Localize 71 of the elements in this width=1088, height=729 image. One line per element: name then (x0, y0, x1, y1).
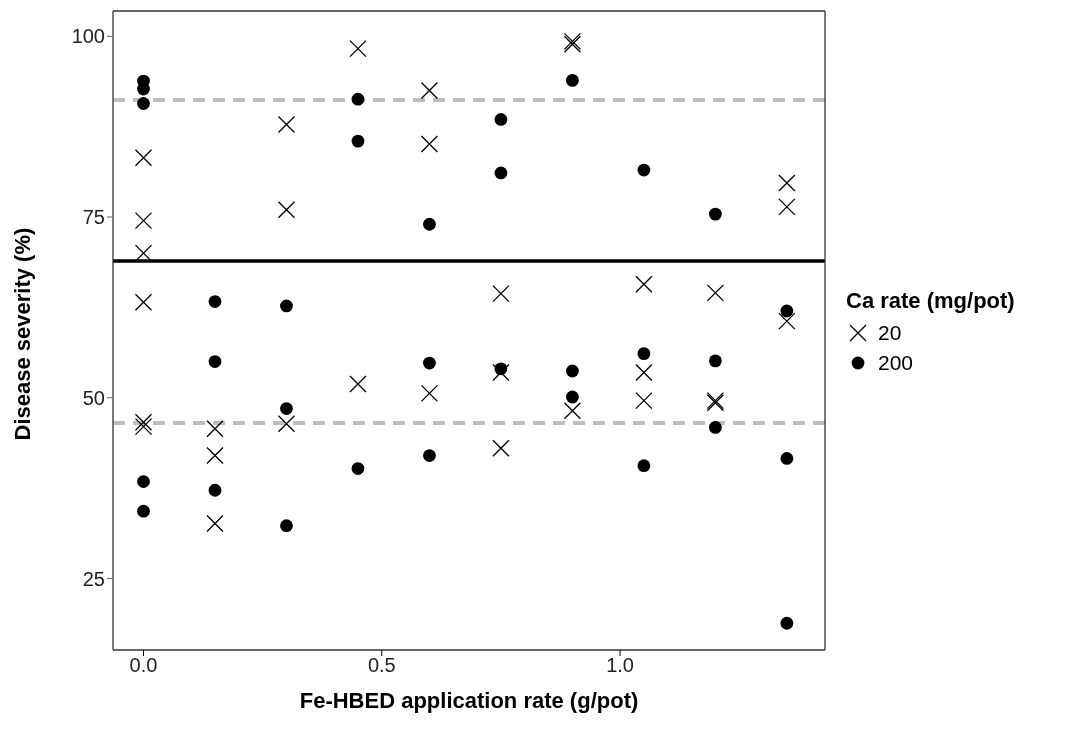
point (492, 284, 510, 303)
point (492, 439, 510, 457)
point (708, 420, 722, 434)
point (423, 217, 436, 231)
point (780, 616, 794, 630)
point (778, 198, 796, 216)
point (277, 201, 296, 219)
point (134, 211, 153, 230)
point (494, 166, 508, 180)
y-tick-label: 25 (82, 567, 105, 590)
point (423, 449, 436, 462)
point (780, 452, 794, 465)
point (637, 163, 651, 177)
legend-title: Ca rate (mg/pot) (846, 288, 1015, 314)
y-tick-label: 100 (71, 25, 105, 48)
point (492, 363, 510, 382)
point (137, 504, 150, 518)
point (494, 113, 508, 126)
point (351, 134, 365, 148)
point (423, 356, 436, 370)
point (778, 312, 796, 330)
point (351, 462, 365, 475)
point (208, 295, 222, 308)
point (351, 92, 365, 106)
x-tick-label: 0.0 (129, 654, 158, 677)
legend-label: 20 (878, 321, 902, 345)
point (206, 446, 224, 465)
x-axis-title: Fe-HBED application rate (g/pot) (299, 688, 639, 713)
x-tick-label: 1.0 (606, 654, 634, 677)
point (566, 390, 579, 404)
point (208, 483, 222, 497)
point (635, 363, 653, 382)
point (134, 413, 153, 431)
point (635, 391, 653, 410)
point (134, 293, 153, 311)
point (277, 415, 296, 433)
x-tick-label: 0.5 (367, 654, 396, 677)
point (420, 135, 439, 153)
point (563, 402, 582, 420)
point (134, 417, 153, 436)
point (208, 355, 222, 368)
y-axis-title: Disease severity (%) (9, 227, 35, 441)
point (637, 459, 651, 473)
point (134, 244, 153, 262)
point (780, 304, 794, 318)
point (349, 39, 367, 58)
point (420, 384, 439, 403)
point (420, 81, 439, 100)
point (706, 284, 725, 302)
y-tick-label: 75 (82, 206, 105, 229)
point (494, 362, 508, 376)
y-tick-label: 50 (82, 386, 105, 409)
point (566, 73, 579, 87)
point (134, 149, 153, 167)
point (708, 354, 722, 368)
point (280, 299, 293, 313)
legend-label: 200 (878, 351, 914, 375)
point (277, 115, 296, 134)
point (708, 207, 722, 221)
point (637, 347, 651, 361)
point (137, 97, 150, 110)
point (137, 82, 150, 96)
point (778, 174, 796, 192)
point (137, 475, 150, 488)
point (206, 420, 224, 438)
point (280, 402, 293, 415)
point (280, 519, 293, 533)
point (635, 275, 653, 293)
point (349, 375, 367, 393)
point (206, 514, 224, 533)
point (566, 364, 579, 378)
